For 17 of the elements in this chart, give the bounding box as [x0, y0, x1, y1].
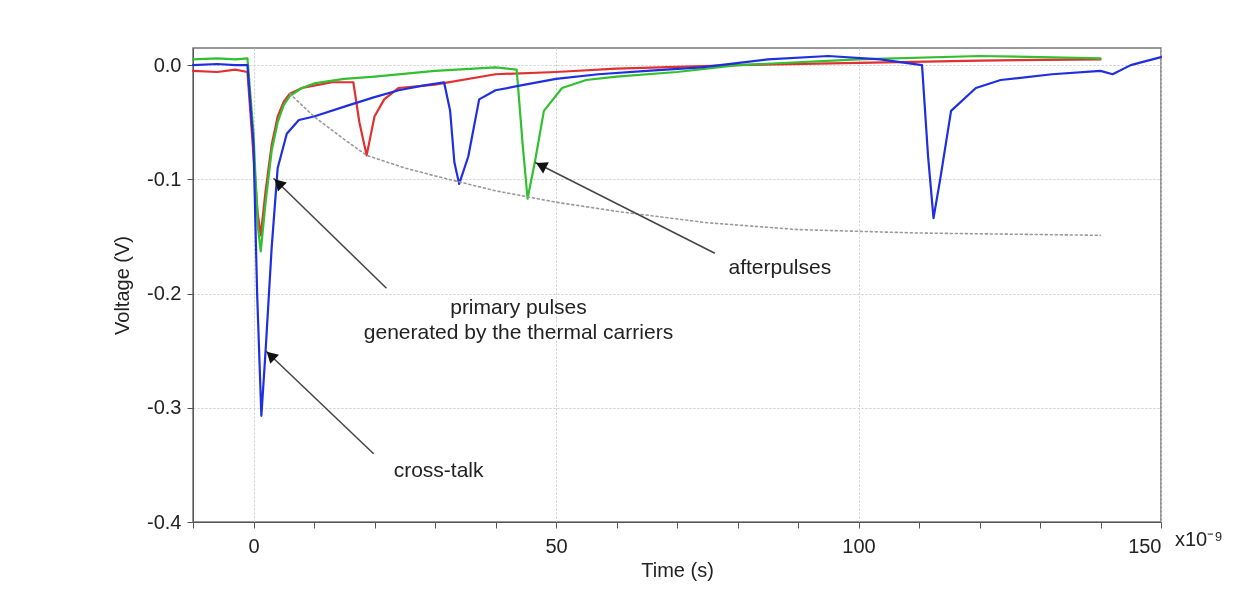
annotation: afterpulses	[728, 255, 832, 279]
x-axis-title: Time (s)	[641, 558, 714, 581]
text: x10⁻⁹	[1175, 528, 1223, 550]
y-tick-label: 0.0	[153, 53, 182, 76]
line-series	[289, 92, 1102, 237]
y-tick-label: -0.3	[147, 396, 182, 419]
x-tick-label: 150	[1128, 534, 1162, 557]
x-tick-label: 100	[842, 534, 876, 557]
y-tick-label: -0.2	[147, 282, 182, 305]
annotation: primary pulses generated by the thermal carriers	[363, 295, 674, 344]
y-tick-label: -0.4	[147, 510, 182, 533]
y-tick-label: -0.1	[147, 167, 182, 190]
x-tick-label: 50	[545, 534, 568, 557]
annotation: cross-talk	[393, 457, 485, 481]
x-tick-label: 0	[248, 534, 260, 557]
line-series	[191, 54, 1163, 417]
y-axis-title: Voltage (V)	[111, 236, 134, 335]
